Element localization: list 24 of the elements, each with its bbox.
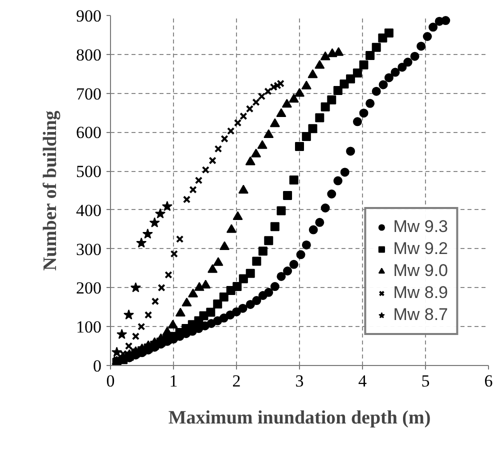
y-tick-label: 900 xyxy=(76,6,102,26)
y-axis-title: Number of building xyxy=(40,110,61,271)
x-tick-label: 6 xyxy=(484,372,493,390)
x-axis-title: Maximum inundation depth (m) xyxy=(168,408,431,428)
y-tick-label: 700 xyxy=(76,84,102,104)
x-tick-label: 0 xyxy=(106,372,115,390)
y-tick-label: 0 xyxy=(93,356,102,376)
x-tick-label: 3 xyxy=(295,372,304,390)
legend-label: Mw 8.7 xyxy=(393,305,448,325)
y-tick-label: 200 xyxy=(76,278,102,298)
x-tick-label: 2 xyxy=(232,372,241,390)
x-tick-label: 4 xyxy=(358,372,368,390)
legend-label: Mw 9.2 xyxy=(393,239,448,259)
y-tick-label: 300 xyxy=(76,240,102,259)
x-tick-label: 5 xyxy=(421,372,430,390)
y-tick-label: 400 xyxy=(76,200,102,220)
x-tick-label: 1 xyxy=(169,372,178,390)
y-tick-label: 500 xyxy=(76,162,102,182)
y-tick-label: 600 xyxy=(76,123,102,142)
legend-label: Mw 8.9 xyxy=(393,283,448,303)
legend-label: Mw 9.3 xyxy=(393,217,448,237)
y-tick-label: 800 xyxy=(76,45,102,64)
y-tick-label: 100 xyxy=(76,318,102,337)
legend-label: Mw 9.0 xyxy=(393,261,448,281)
